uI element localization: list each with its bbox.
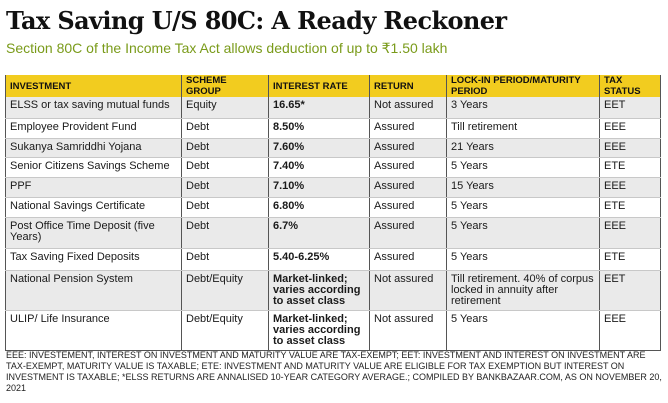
- cell-interest-rate: 8.50%: [268, 118, 370, 139]
- table-header-row: INVESTMENT SCHEME GROUP INTEREST RATE RE…: [5, 75, 661, 97]
- cell-return: Assured: [369, 157, 447, 178]
- header-scheme-group: SCHEME GROUP: [181, 75, 269, 97]
- cell-scheme-group: Debt: [181, 248, 269, 271]
- cell-tax-status: ETE: [599, 197, 661, 218]
- table-row: ELSS or tax saving mutual funds Equity 1…: [5, 97, 661, 119]
- cell-scheme-group: Debt/Equity: [181, 310, 269, 351]
- table-row: Senior Citizens Savings Scheme Debt 7.40…: [5, 157, 661, 178]
- cell-interest-rate: Market-linked; varies according to asset…: [268, 310, 370, 351]
- cell-tax-status: EEE: [599, 118, 661, 139]
- cell-investment: Tax Saving Fixed Deposits: [5, 248, 182, 271]
- cell-tax-status: EEE: [599, 217, 661, 249]
- cell-interest-rate: 7.40%: [268, 157, 370, 178]
- cell-tax-status: ETE: [599, 157, 661, 178]
- header-interest-rate: INTEREST RATE: [268, 75, 370, 97]
- cell-scheme-group: Equity: [181, 97, 269, 119]
- cell-scheme-group: Debt: [181, 217, 269, 249]
- cell-investment: National Savings Certificate: [5, 197, 182, 218]
- cell-return: Assured: [369, 197, 447, 218]
- cell-investment: ULIP/ Life Insurance: [5, 310, 182, 351]
- cell-lock-in-period: 5 Years: [446, 157, 600, 178]
- cell-tax-status: EET: [599, 270, 661, 311]
- page-subtitle: Section 80C of the Income Tax Act allows…: [6, 40, 448, 56]
- table-row: Employee Provident Fund Debt 8.50% Assur…: [5, 118, 661, 139]
- header-lock-in-period: LOCK-IN PERIOD/MATURITY PERIOD: [446, 75, 600, 97]
- cell-interest-rate: Market-linked; varies according to asset…: [268, 270, 370, 311]
- cell-return: Not assured: [369, 97, 447, 119]
- cell-investment: Sukanya Samriddhi Yojana: [5, 138, 182, 158]
- header-investment: INVESTMENT: [5, 75, 182, 97]
- cell-return: Assured: [369, 118, 447, 139]
- cell-scheme-group: Debt: [181, 197, 269, 218]
- table-row: Tax Saving Fixed Deposits Debt 5.40-6.25…: [5, 248, 661, 271]
- table-row: National Savings Certificate Debt 6.80% …: [5, 197, 661, 218]
- cell-lock-in-period: 5 Years: [446, 197, 600, 218]
- cell-lock-in-period: Till retirement. 40% of corpus locked in…: [446, 270, 600, 311]
- cell-investment: National Pension System: [5, 270, 182, 311]
- cell-interest-rate: 6.7%: [268, 217, 370, 249]
- cell-tax-status: EEE: [599, 138, 661, 158]
- cell-return: Assured: [369, 138, 447, 158]
- header-return: RETURN: [369, 75, 447, 97]
- page-title: Tax Saving U/S 80C: A Ready Reckoner: [6, 6, 507, 35]
- cell-lock-in-period: Till retirement: [446, 118, 600, 139]
- table-row: ULIP/ Life Insurance Debt/Equity Market-…: [5, 310, 661, 351]
- cell-return: Not assured: [369, 310, 447, 351]
- cell-tax-status: ETE: [599, 248, 661, 271]
- cell-lock-in-period: 3 Years: [446, 97, 600, 119]
- cell-lock-in-period: 5 Years: [446, 248, 600, 271]
- cell-interest-rate: 16.65*: [268, 97, 370, 119]
- cell-interest-rate: 7.60%: [268, 138, 370, 158]
- table-row: National Pension System Debt/Equity Mark…: [5, 270, 661, 311]
- cell-scheme-group: Debt: [181, 157, 269, 178]
- cell-scheme-group: Debt: [181, 138, 269, 158]
- cell-return: Assured: [369, 177, 447, 198]
- cell-interest-rate: 5.40-6.25%: [268, 248, 370, 271]
- cell-investment: Employee Provident Fund: [5, 118, 182, 139]
- cell-return: Assured: [369, 248, 447, 271]
- cell-scheme-group: Debt/Equity: [181, 270, 269, 311]
- cell-lock-in-period: 5 Years: [446, 217, 600, 249]
- cell-investment: Senior Citizens Savings Scheme: [5, 157, 182, 178]
- cell-interest-rate: 6.80%: [268, 197, 370, 218]
- cell-tax-status: EET: [599, 97, 661, 119]
- cell-investment: ELSS or tax saving mutual funds: [5, 97, 182, 119]
- cell-investment: PPF: [5, 177, 182, 198]
- cell-tax-status: EEE: [599, 177, 661, 198]
- cell-return: Assured: [369, 217, 447, 249]
- cell-lock-in-period: 15 Years: [446, 177, 600, 198]
- cell-interest-rate: 7.10%: [268, 177, 370, 198]
- cell-lock-in-period: 21 Years: [446, 138, 600, 158]
- table-row: Post Office Time Deposit (five Years) De…: [5, 217, 661, 249]
- cell-lock-in-period: 5 Years: [446, 310, 600, 351]
- cell-scheme-group: Debt: [181, 177, 269, 198]
- table-row: PPF Debt 7.10% Assured 15 Years EEE: [5, 177, 661, 198]
- reckoner-table: INVESTMENT SCHEME GROUP INTEREST RATE RE…: [5, 75, 661, 351]
- cell-investment: Post Office Time Deposit (five Years): [5, 217, 182, 249]
- cell-tax-status: EEE: [599, 310, 661, 351]
- cell-return: Not assured: [369, 270, 447, 311]
- header-tax-status: TAX STATUS: [599, 75, 661, 97]
- cell-scheme-group: Debt: [181, 118, 269, 139]
- footnote: EEE: INVESTEMENT, INTEREST ON INVESTMENT…: [6, 350, 662, 393]
- table-row: Sukanya Samriddhi Yojana Debt 7.60% Assu…: [5, 138, 661, 158]
